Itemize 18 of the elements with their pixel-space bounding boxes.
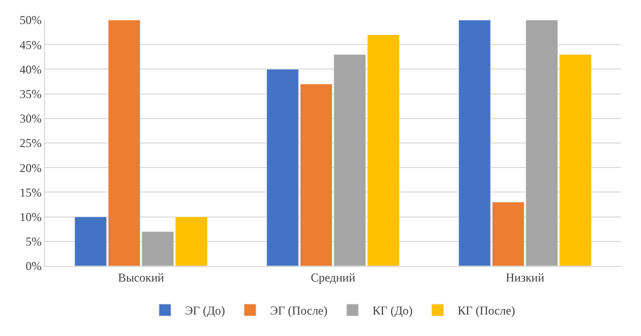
legend-label: ЭГ (До): [185, 304, 226, 318]
y-tick-label: 15%: [20, 185, 42, 200]
y-tick-label: 10%: [20, 210, 42, 224]
x-tick-label: Высокий: [118, 270, 165, 284]
y-tick-label: 40%: [20, 62, 42, 76]
legend-label: ЭГ (После): [270, 304, 328, 318]
y-tick-label: 25%: [20, 136, 42, 150]
legend-label: КГ (После): [458, 304, 516, 318]
legend-label: КГ (До): [372, 304, 413, 318]
y-tick-label: 0%: [26, 259, 42, 274]
x-tick-label: Низкий: [506, 270, 545, 284]
y-tick-label: 45%: [20, 38, 42, 52]
y-tick-label: 35%: [20, 87, 42, 101]
y-tick-label: 50%: [20, 13, 42, 28]
y-tick-label: 30%: [20, 112, 42, 126]
y-tick-label: 5%: [26, 234, 42, 249]
x-tick-label: Средний: [310, 270, 356, 284]
y-tick-label: 20%: [20, 160, 42, 175]
